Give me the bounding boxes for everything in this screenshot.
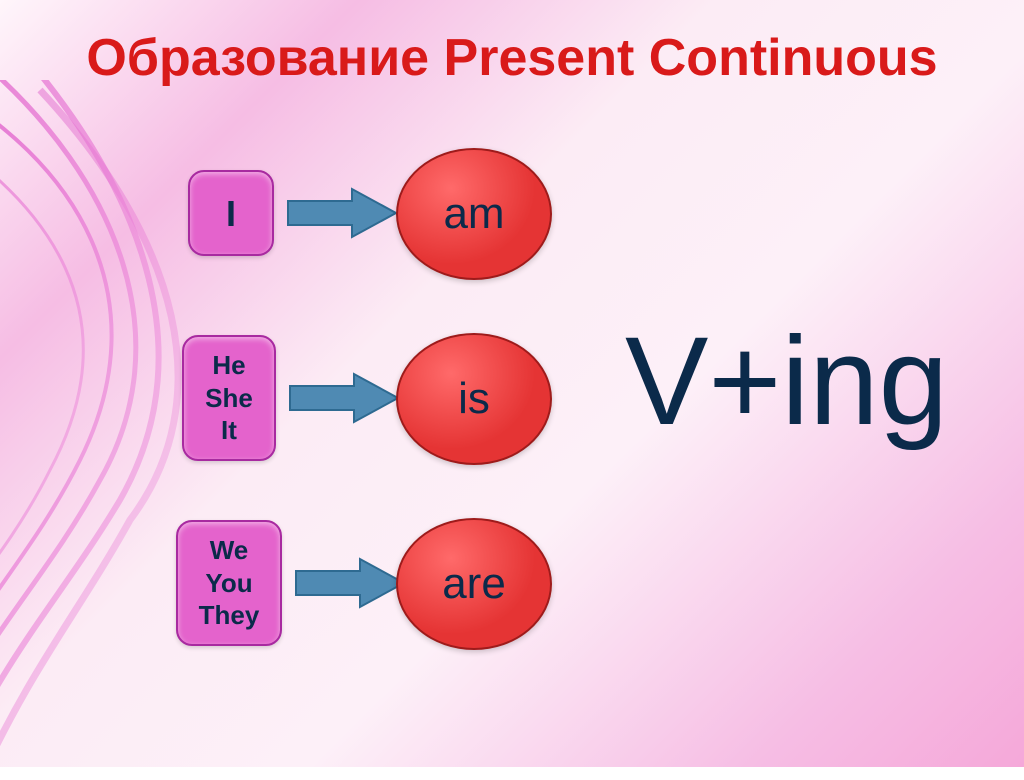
page-title: Образование Present Continuous — [0, 28, 1024, 88]
verb-circle-is: is — [396, 333, 552, 465]
verb-circle-are: are — [396, 518, 552, 650]
subject-box-we-you-they: WeYouThey — [176, 520, 282, 646]
arrow-icon — [282, 183, 402, 243]
ving-text: V+ing — [625, 310, 948, 453]
arrow-icon — [290, 553, 410, 613]
verb-circle-am: am — [396, 148, 552, 280]
subject-box-i: I — [188, 170, 274, 256]
row-we-you-they: WeYouThey are — [0, 500, 1024, 685]
row-i: I am — [0, 130, 1024, 315]
arrow-icon — [284, 368, 404, 428]
subject-box-he-she-it: HeSheIt — [182, 335, 276, 461]
